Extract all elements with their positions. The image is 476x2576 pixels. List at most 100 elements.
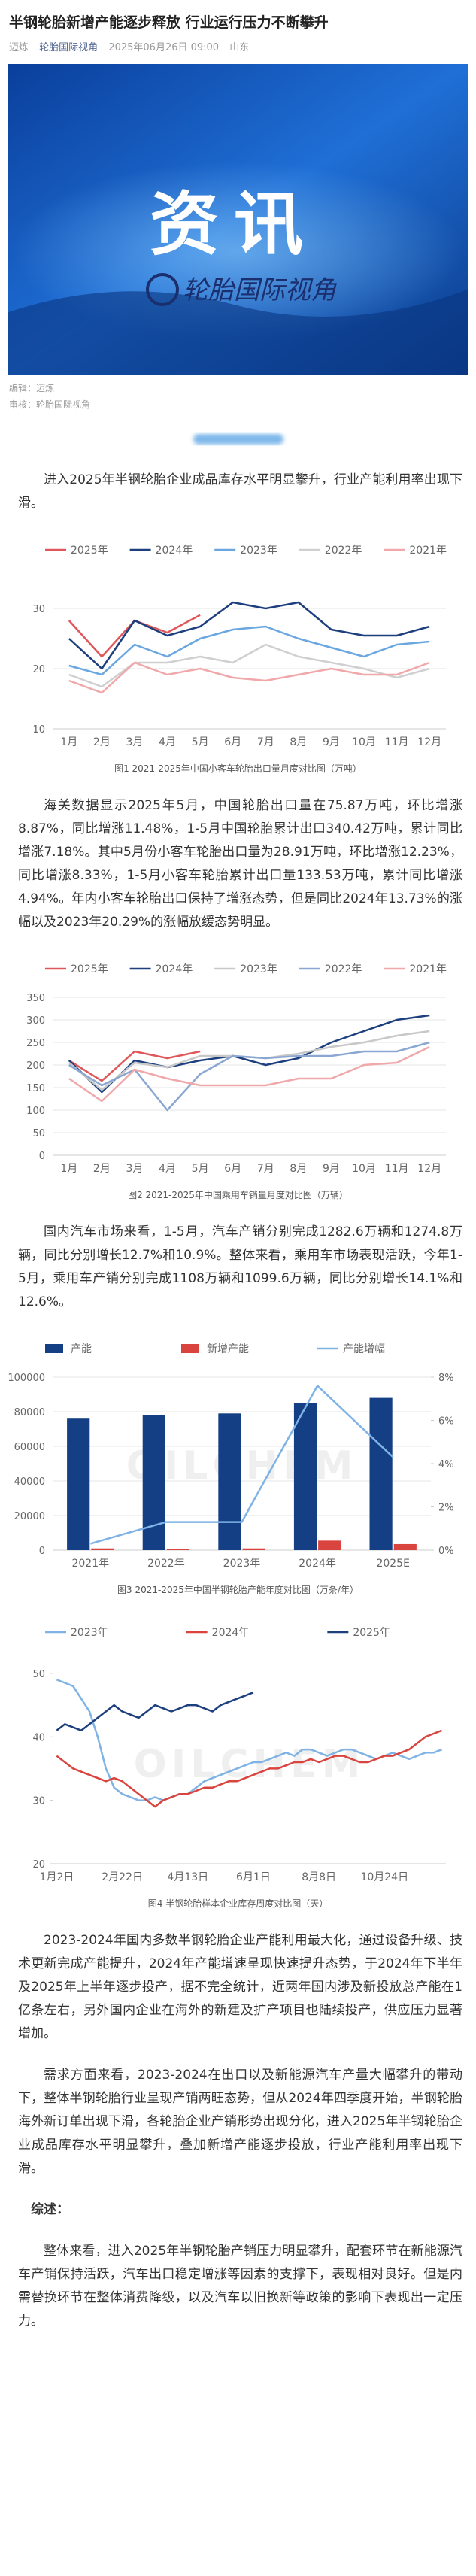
- y-tick-label: 250: [26, 1038, 45, 1049]
- y2-tick-label: 8%: [438, 1373, 454, 1384]
- x-tick-label: 2023年: [223, 1558, 261, 1570]
- y-tick-label: 50: [32, 1128, 45, 1139]
- x-tick-label: 8月: [290, 1163, 307, 1175]
- x-tick-label: 8月8日: [302, 1871, 336, 1883]
- x-tick-label: 5月: [192, 1163, 209, 1175]
- x-tick-label: 6月1日: [236, 1871, 271, 1883]
- legend-label: 2023年: [71, 1627, 108, 1639]
- x-tick-label: 4月: [159, 736, 176, 748]
- legend-label: 2023年: [240, 545, 277, 557]
- x-tick-label: 5月: [192, 736, 209, 748]
- y-tick-label: 300: [26, 1015, 45, 1027]
- line: [68, 1041, 430, 1112]
- y-tick-label: 20000: [14, 1511, 45, 1522]
- y-tick-label: 100000: [8, 1373, 45, 1384]
- x-tick-label: 6月: [224, 1163, 241, 1175]
- y-tick-label: 30: [32, 604, 45, 615]
- y2-tick-label: 0%: [438, 1546, 454, 1557]
- legend-label: 2025年: [71, 963, 108, 975]
- legend-label: 新增产能: [207, 1343, 249, 1355]
- logo: [146, 273, 179, 306]
- y-tick-label: 20: [32, 1859, 45, 1871]
- x-tick-label: 2025E: [376, 1558, 409, 1570]
- x-tick-label: 10月24日: [360, 1871, 408, 1883]
- x-tick-label: 11月: [385, 1163, 409, 1175]
- date: 2025年06月26日 09:00: [108, 42, 220, 53]
- legend-label: 2021年: [409, 963, 447, 975]
- paragraph: 需求方面来看，2023-2024在出口以及新能源汽车产量大幅攀升的带动下，整体半…: [18, 2068, 462, 2176]
- account[interactable]: 轮胎国际视角: [39, 42, 99, 53]
- x-tick-label: 6月: [224, 736, 241, 748]
- banner-logo-text: 轮胎国际视角: [183, 275, 337, 305]
- chart: 2025年 2024年 2023年 2022年 2021年 0 50 100 150 200 250…: [26, 963, 447, 1175]
- x-tick-label: 7月: [257, 1163, 274, 1175]
- editor: 编辑：迈炼: [9, 383, 55, 393]
- x-tick-label: 1月2日: [40, 1871, 74, 1883]
- x-tick-label: 10月: [352, 736, 376, 748]
- chart-caption: 图4 半钢轮胎样本企业库存周度对比图（天）: [147, 1898, 329, 1909]
- legend-label: 2021年: [409, 545, 447, 557]
- line: [68, 625, 430, 676]
- paragraph: 2023-2024年国内多数半钢轮胎企业产能利用最大化，通过设备升级、技术更新完…: [18, 1933, 462, 2041]
- bar: [91, 1548, 114, 1550]
- x-tick-label: 11月: [385, 736, 409, 748]
- y-tick-label: 0: [39, 1151, 45, 1162]
- line: [68, 601, 430, 670]
- bar: [293, 1403, 317, 1550]
- legend-label: 产能: [71, 1343, 92, 1355]
- legend-label: 2022年: [325, 963, 362, 975]
- banner: 资讯 轮胎国际视角: [8, 64, 468, 375]
- x-tick-label: 10月: [352, 1163, 376, 1175]
- legend-label: 2024年: [156, 545, 193, 557]
- legend-label: 2024年: [212, 1627, 250, 1639]
- bar: [369, 1397, 393, 1550]
- chart-caption: 图1 2021-2025年中国小客车轮胎出口量月度对比图（万吨）: [114, 763, 362, 774]
- banner-title: 资讯: [150, 184, 318, 265]
- y-tick-label: 30: [32, 1796, 45, 1807]
- line: [68, 1045, 430, 1103]
- x-tick-label: 2021年: [71, 1558, 109, 1570]
- bar: [166, 1549, 190, 1550]
- legend-swatch: [181, 1344, 199, 1353]
- line: [56, 1729, 443, 1808]
- article: 半钢轮胎新增产能逐步释放 行业运行压力不断攀升 迈炼 轮胎国际视角 2025年0…: [8, 14, 468, 2329]
- legend-label: 产能增幅: [343, 1343, 385, 1355]
- y-tick-label: 40: [32, 1732, 45, 1743]
- bar: [318, 1540, 341, 1550]
- paragraph: 进入2025年半钢轮胎企业成品库存水平明显攀升，行业产能利用率出现下滑。: [18, 472, 462, 511]
- y-tick-label: 200: [26, 1060, 45, 1072]
- chart: 2025年 2024年 2023年 2022年 2021年 10 20 30 1月 2月 3月 4月 5…: [32, 545, 447, 748]
- y-tick-label: 20: [32, 664, 45, 675]
- x-tick-label: 9月: [323, 736, 340, 748]
- x-tick-label: 1月: [60, 1163, 77, 1175]
- legend-label: 2022年: [325, 545, 362, 557]
- x-tick-label: 9月: [323, 1163, 340, 1175]
- paragraph: 国内汽车市场来看，1-5月，汽车产销分别完成1282.6万辆和1274.8万辆，…: [18, 1224, 462, 1309]
- x-tick-label: 8月: [290, 736, 307, 748]
- y-tick-label: 350: [26, 993, 45, 1004]
- decoration-blur: [193, 434, 283, 445]
- y-tick-label: 100: [26, 1106, 45, 1117]
- reviewer: 审核：轮胎国际视角: [9, 399, 91, 410]
- article-title: 半钢轮胎新增产能逐步释放 行业运行压力不断攀升: [9, 14, 329, 31]
- decoration: [193, 434, 283, 445]
- y-tick-label: 150: [26, 1083, 45, 1094]
- x-tick-label: 4月13日: [167, 1871, 208, 1883]
- legend-label: 2023年: [240, 963, 277, 975]
- bar: [67, 1418, 90, 1550]
- x-tick-label: 2月: [93, 1163, 111, 1175]
- legend-label: 2025年: [71, 545, 108, 557]
- bar: [142, 1415, 165, 1550]
- author: 迈炼: [9, 42, 29, 53]
- x-tick-label: 1月: [60, 736, 77, 748]
- line: [68, 643, 430, 688]
- bar: [218, 1413, 241, 1550]
- x-tick-label: 12月: [417, 1163, 441, 1175]
- legend-label: 2024年: [156, 963, 193, 975]
- y-tick-label: 60000: [14, 1442, 45, 1453]
- y-tick-label: 50: [32, 1669, 45, 1680]
- y-tick-label: 80000: [14, 1407, 45, 1418]
- y2-tick-label: 2%: [438, 1503, 454, 1514]
